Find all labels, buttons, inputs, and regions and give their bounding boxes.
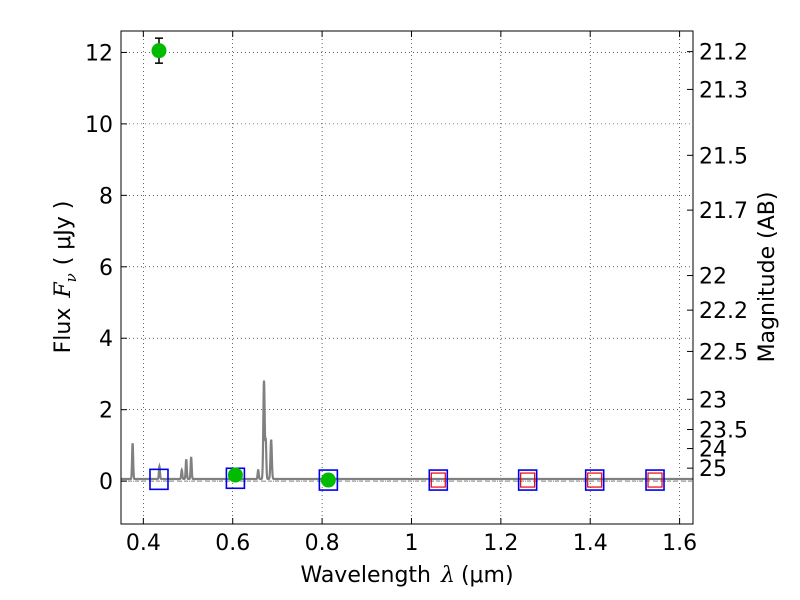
y2-tick-label: 22.2	[699, 299, 748, 324]
y-tick-label: 0	[99, 470, 113, 495]
y2-tick-label: 23	[699, 388, 727, 413]
observed-point	[152, 44, 166, 58]
template-spectrum	[121, 381, 693, 479]
y2-tick-label: 21.7	[699, 199, 748, 224]
y-tick-label: 10	[85, 113, 113, 138]
observed-point	[228, 468, 242, 482]
data-markers	[150, 38, 664, 490]
y-tick-label: 4	[99, 327, 113, 352]
x-tick-label: 1.6	[662, 531, 697, 556]
y2-tick-label: 21.2	[699, 41, 748, 66]
y-tick-label: 6	[99, 256, 113, 281]
x-tick-label: 0.8	[305, 531, 340, 556]
plot-frame	[121, 31, 693, 524]
y-tick-label: 8	[99, 184, 113, 209]
spectrum-line	[121, 381, 693, 479]
y2-tick-label: 21.5	[699, 144, 748, 169]
y-axis-label: FluxFν( μJy )	[51, 201, 80, 354]
x-tick-label: 1	[404, 531, 418, 556]
y2-tick-label: 25	[699, 457, 727, 482]
x-tick-label: 1.4	[573, 531, 608, 556]
grid	[121, 31, 693, 524]
x-tick-label: 0.6	[215, 531, 250, 556]
y-tick-label: 2	[99, 399, 113, 424]
y2-tick-label: 22.5	[699, 340, 748, 365]
y-tick-label: 12	[85, 41, 113, 66]
sed-chart: 0.4 0.6 0.8 1 1.2 1.4 1.6 0 2 4 6 8 10 12 21.2 21.3 21.5…	[0, 0, 800, 600]
x-axis-label: Wavelength λ (μm)	[300, 563, 513, 588]
x-tick-label: 1.2	[483, 531, 518, 556]
y2-tick-label: 21.3	[699, 78, 748, 103]
observed-point	[321, 473, 335, 487]
y2-tick-label: 22	[699, 265, 727, 290]
y2-axis-label: Magnitude (AB)	[755, 192, 780, 363]
x-tick-label: 0.4	[126, 531, 161, 556]
